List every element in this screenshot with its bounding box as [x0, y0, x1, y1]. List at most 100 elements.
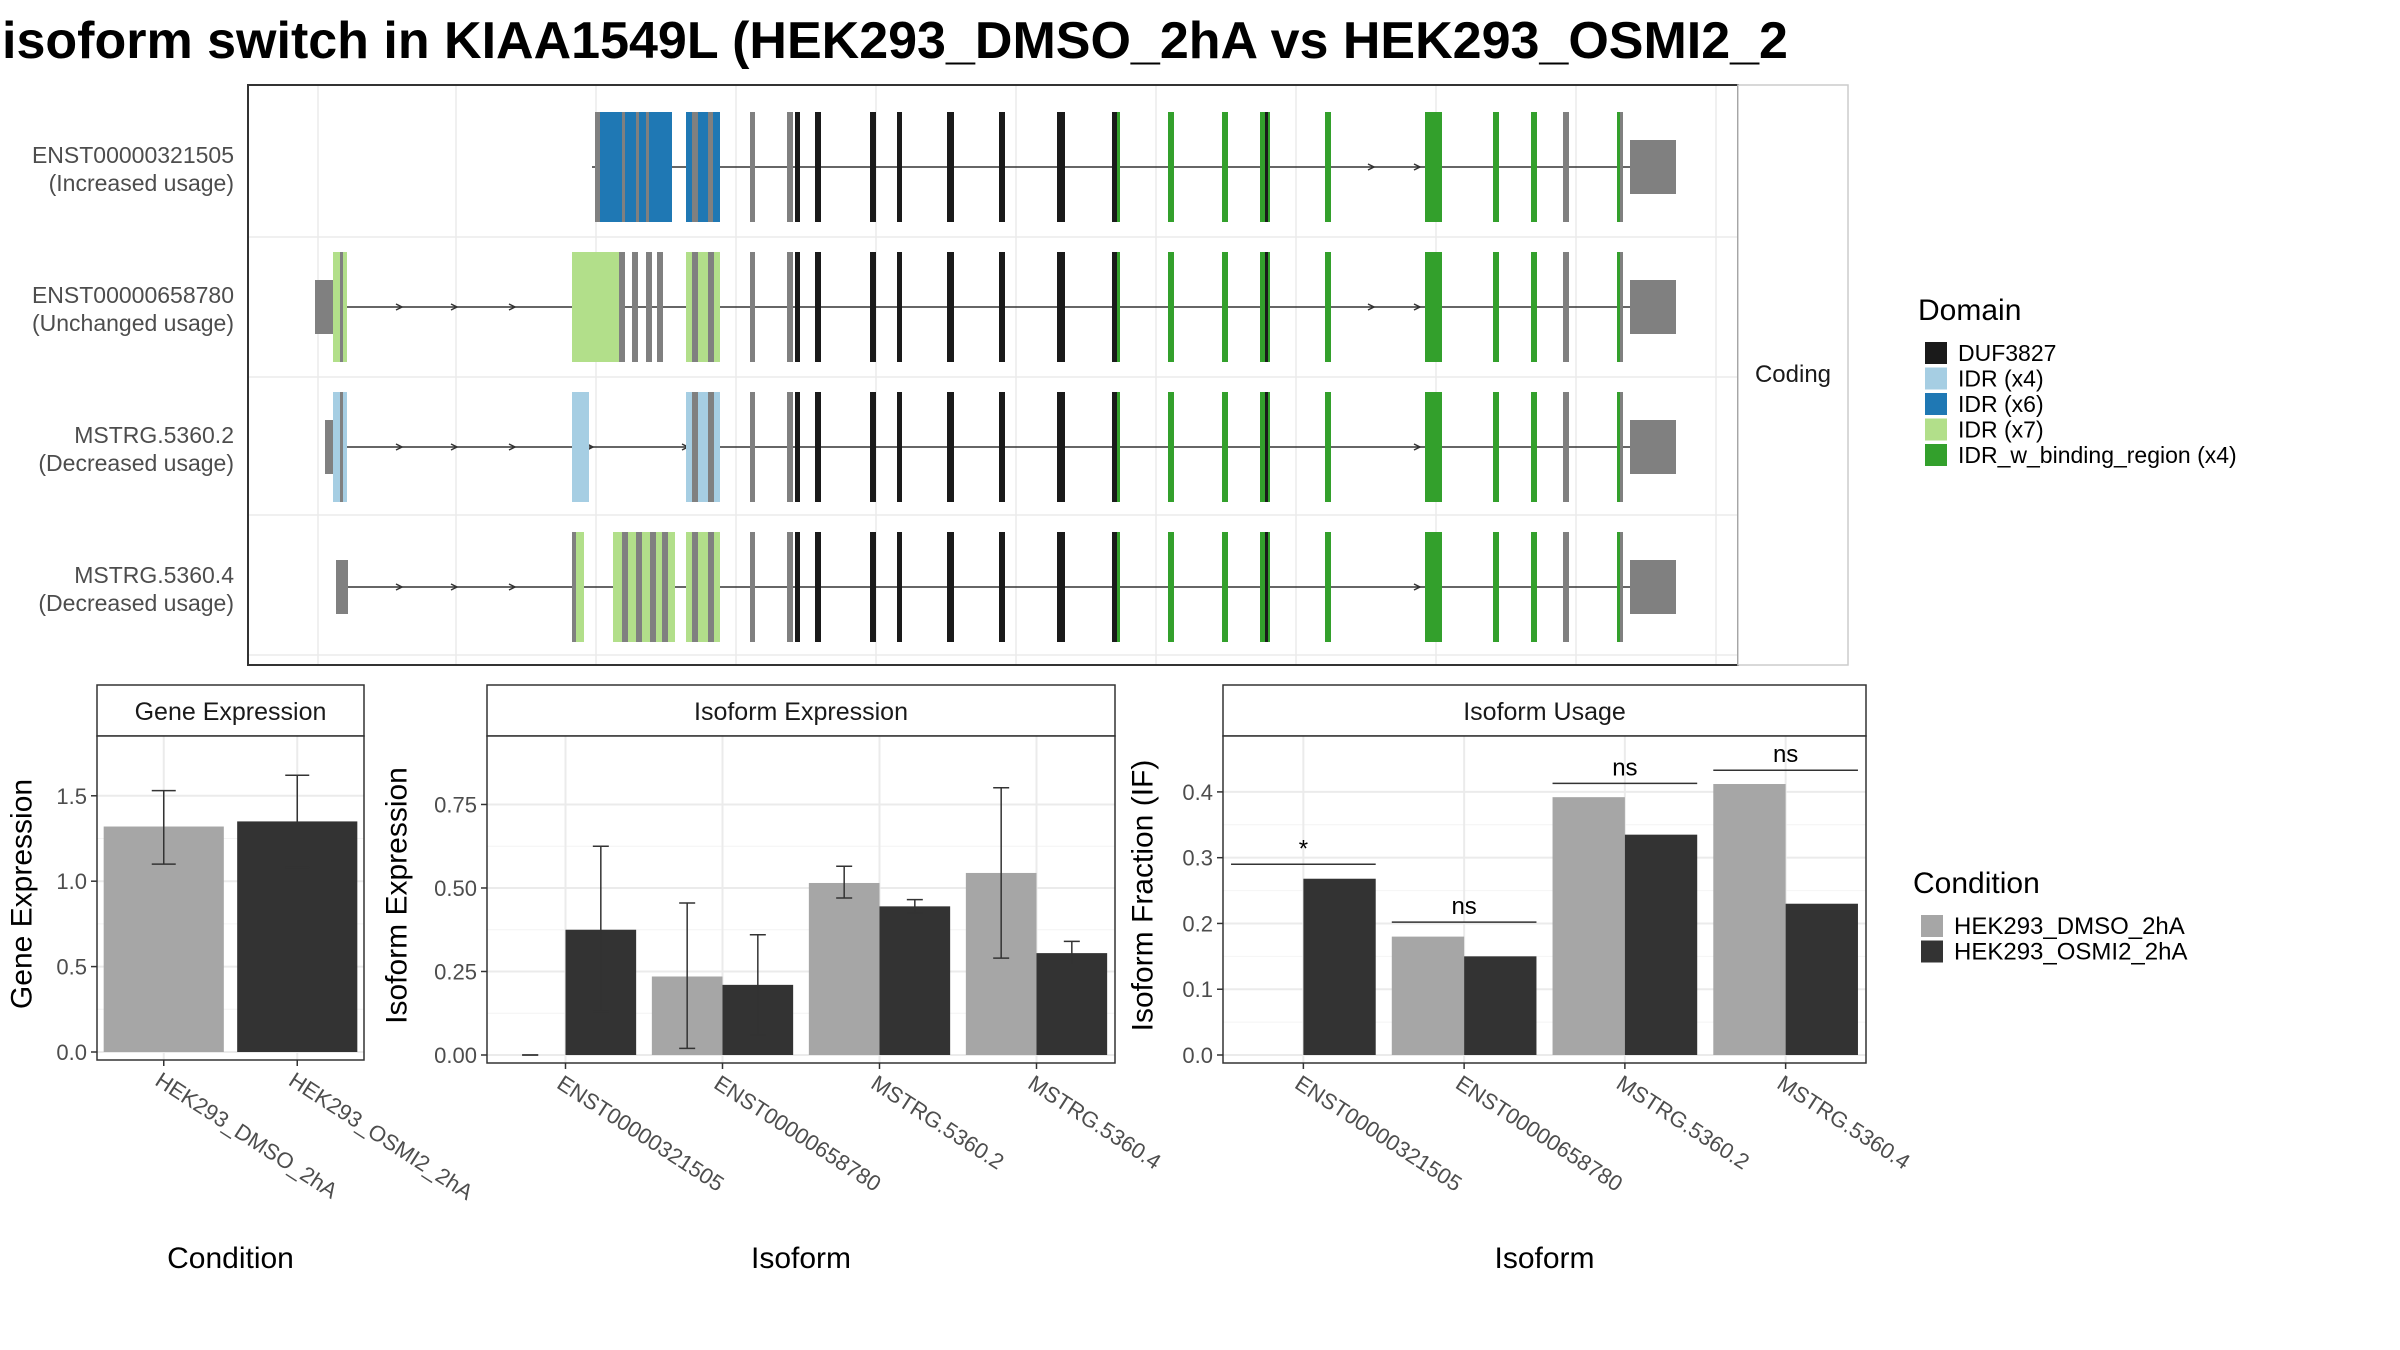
- exon-block: [750, 532, 755, 642]
- exon-block: [1168, 252, 1174, 362]
- exon-block: [692, 392, 698, 502]
- exon-block: [947, 392, 954, 502]
- domain-legend-swatch: [1925, 444, 1947, 466]
- exon-block: [1057, 112, 1065, 222]
- x-tick-label: ENST00000321505: [1291, 1070, 1467, 1196]
- exon-block: [1325, 252, 1331, 362]
- exon-block: [622, 112, 625, 222]
- y-tick-label: 0.50: [434, 876, 477, 901]
- y-axis-title: Isoform Expression: [381, 767, 414, 1024]
- exon-block: [1620, 112, 1623, 222]
- transcript-usage-label: (Decreased usage): [38, 450, 234, 476]
- y-tick-label: 1.5: [56, 784, 87, 809]
- domain-legend-label: IDR_w_binding_region (x4): [1958, 442, 2237, 468]
- exon-block: [897, 392, 902, 502]
- x-axis-title: Condition: [167, 1242, 294, 1275]
- domain-legend-label: IDR (x7): [1958, 417, 2044, 443]
- y-tick-label: 0.00: [434, 1043, 477, 1068]
- exon-block: [1057, 252, 1065, 362]
- bar: [1552, 797, 1625, 1055]
- exon-block: [1325, 392, 1331, 502]
- x-tick-label: ENST00000658780: [1451, 1070, 1627, 1196]
- exon-block: [340, 252, 343, 362]
- exon-block: [1168, 112, 1174, 222]
- exon-block: [795, 112, 800, 222]
- exon-block: [1112, 112, 1120, 222]
- exon-block: [1222, 112, 1228, 222]
- exon-block: [999, 112, 1005, 222]
- strand-arrow: [450, 303, 459, 311]
- utr-3prime-block: [1630, 420, 1676, 474]
- exon-block: [750, 392, 755, 502]
- exon-block: [795, 392, 800, 502]
- panel-title: Gene Expression: [135, 698, 327, 726]
- domain-legend-title: Domain: [1918, 294, 2021, 327]
- transcript-usage-label: (Unchanged usage): [32, 310, 234, 336]
- exon-block: [576, 532, 584, 642]
- exon-block: [787, 112, 793, 222]
- transcript-id-label: ENST00000321505: [32, 142, 234, 168]
- exon-block: [1531, 112, 1537, 222]
- y-tick-label: 0.75: [434, 792, 477, 817]
- bar: [808, 882, 880, 1055]
- exon-block: [1112, 532, 1120, 642]
- domain-legend-swatch: [1925, 342, 1947, 364]
- exon-block: [622, 532, 628, 642]
- x-axis-title: Isoform: [751, 1242, 851, 1275]
- y-tick-label: 0.0: [1182, 1043, 1213, 1068]
- exon-block: [947, 252, 954, 362]
- expression-charts: Gene Expression0.00.51.01.5HEK293_DMSO_2…: [6, 684, 1915, 1275]
- significance-label: ns: [1773, 741, 1798, 768]
- exon-block: [1117, 252, 1120, 362]
- transcript-track: [325, 392, 1676, 502]
- exon-block: [1265, 112, 1268, 222]
- exon-block: [1112, 252, 1120, 362]
- x-tick-label: MSTRG.5360.2: [1612, 1070, 1754, 1174]
- transcript-id-label: ENST00000658780: [32, 282, 234, 308]
- y-tick-label: 0.3: [1182, 846, 1213, 871]
- y-tick-label: 0.1: [1182, 977, 1213, 1002]
- plot-frame: [1222, 735, 1867, 1064]
- exon-block: [815, 392, 821, 502]
- panel-title-strip: [96, 684, 365, 737]
- exon-block: [1168, 532, 1174, 642]
- exon-block: [708, 532, 714, 642]
- exon-block: [572, 392, 589, 502]
- figure-title: isoform switch in KIAA1549L (HEK293_DMSO…: [2, 12, 1788, 70]
- exon-block: [1222, 532, 1228, 642]
- exon-block: [708, 392, 714, 502]
- y-tick-label: 0.25: [434, 959, 477, 984]
- panel-title: Isoform Usage: [1463, 698, 1626, 726]
- condition-legend-swatch: [1921, 915, 1943, 937]
- significance-label: *: [1299, 835, 1308, 862]
- bar: [1303, 878, 1376, 1055]
- condition-legend: Condition HEK293_DMSO_2hAHEK293_OSMI2_2h…: [1913, 867, 2187, 966]
- utr-3prime-block: [1630, 140, 1676, 194]
- exon-block: [1265, 392, 1268, 502]
- strand-arrow: [508, 303, 517, 311]
- transcript-usage-label: (Decreased usage): [38, 590, 234, 616]
- exon-block: [787, 252, 793, 362]
- x-tick-label: MSTRG.5360.2: [867, 1070, 1009, 1174]
- exon-block: [870, 112, 876, 222]
- exon-block: [686, 532, 720, 642]
- exon-block: [636, 112, 639, 222]
- exon-block: [1425, 532, 1442, 642]
- exon-block: [1531, 252, 1537, 362]
- exon-block: [1620, 252, 1623, 362]
- strand-arrow: [508, 583, 517, 591]
- exon-block: [336, 560, 348, 614]
- exon-block: [650, 532, 656, 642]
- strand-arrow: [1367, 303, 1376, 311]
- strand-arrow: [450, 583, 459, 591]
- exon-block: [692, 112, 698, 222]
- condition-legend-label: HEK293_OSMI2_2hA: [1954, 939, 2187, 966]
- exon-block: [1531, 392, 1537, 502]
- exon-block: [1112, 392, 1120, 502]
- exon-block: [815, 112, 821, 222]
- exon-block: [657, 252, 663, 362]
- condition-legend-swatch: [1921, 940, 1943, 963]
- panel-title-strip: [1222, 684, 1867, 737]
- exon-block: [870, 532, 876, 642]
